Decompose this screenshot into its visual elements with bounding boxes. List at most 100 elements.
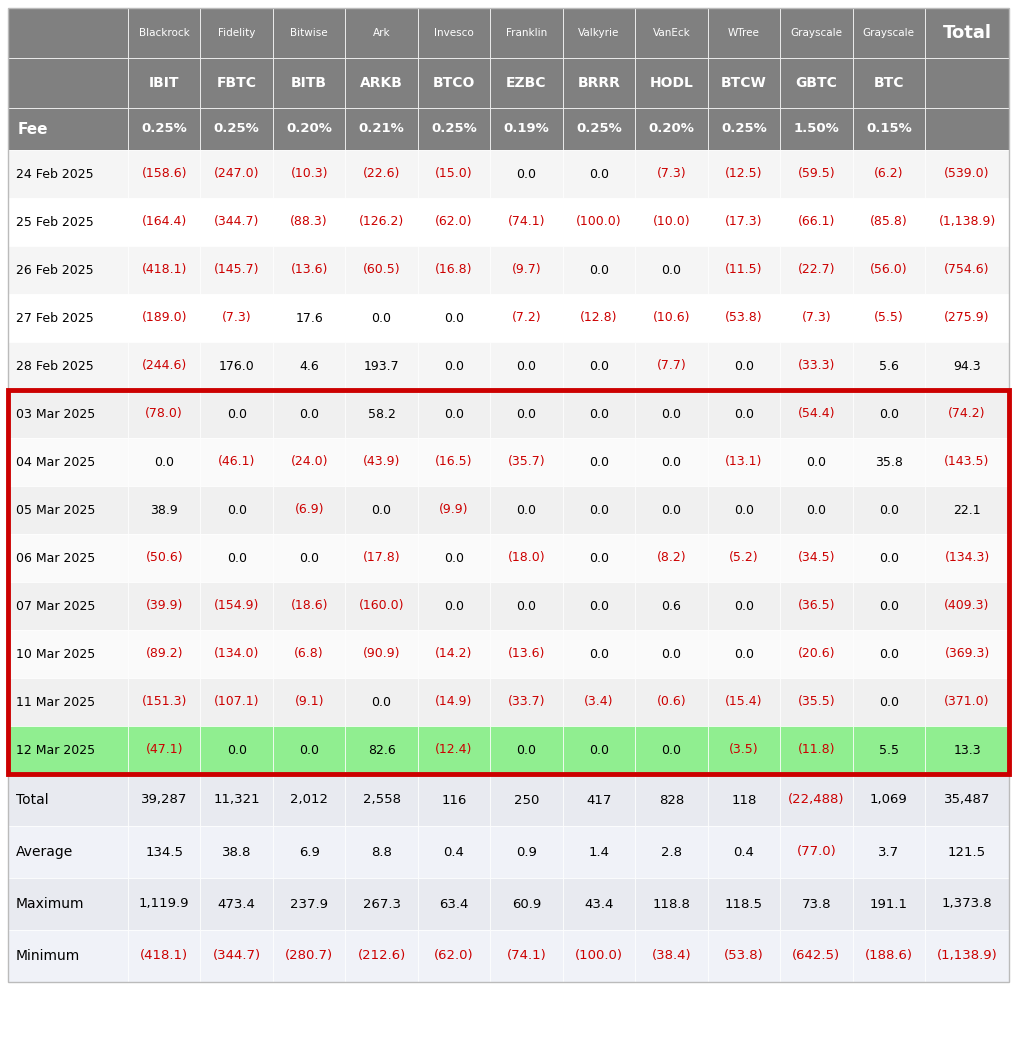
Bar [418,246,490,294]
Bar [852,438,925,486]
Text: 0.0: 0.0 [661,744,681,756]
Bar [852,150,925,198]
Text: (62.0): (62.0) [435,216,473,228]
Bar [418,390,490,438]
Text: (22.6): (22.6) [363,168,401,180]
Text: (15.4): (15.4) [725,695,763,709]
Text: 63.4: 63.4 [439,897,469,911]
Bar [490,390,562,438]
Bar [490,246,562,294]
Bar [490,58,562,108]
Bar [925,8,1009,58]
Bar [925,630,1009,678]
Bar [925,246,1009,294]
Bar [708,246,780,294]
Text: 2.8: 2.8 [661,845,682,859]
Text: 38.9: 38.9 [151,503,178,517]
Text: 0.0: 0.0 [444,359,464,372]
Text: (7.2): (7.2) [512,312,541,324]
Bar [273,438,346,486]
Text: BTCW: BTCW [721,76,767,90]
Bar [200,931,273,982]
Text: (60.5): (60.5) [363,264,401,276]
Text: 1,373.8: 1,373.8 [942,897,993,911]
Text: (539.0): (539.0) [944,168,990,180]
Text: 05 Mar 2025: 05 Mar 2025 [16,503,96,517]
Bar [346,342,418,390]
Text: 250: 250 [514,794,539,807]
Text: (14.2): (14.2) [435,647,473,661]
Bar [708,294,780,342]
Bar [636,8,708,58]
Text: 0.0: 0.0 [444,599,464,613]
Text: 82.6: 82.6 [368,744,396,756]
Text: 0.0: 0.0 [879,647,899,661]
Bar [562,534,636,582]
Bar [128,630,200,678]
Bar [925,438,1009,486]
Bar [562,150,636,198]
Text: (143.5): (143.5) [945,455,990,469]
Bar [8,438,128,486]
Text: 3.7: 3.7 [879,845,899,859]
Bar [200,774,273,826]
Text: (145.7): (145.7) [214,264,259,276]
Bar [200,726,273,774]
Bar [418,8,490,58]
Text: 0.0: 0.0 [589,168,609,180]
Bar [490,774,562,826]
Text: GBTC: GBTC [795,76,837,90]
Text: (247.0): (247.0) [214,168,259,180]
Bar [852,774,925,826]
Bar [200,678,273,726]
Bar [708,931,780,982]
Text: (3.5): (3.5) [729,744,759,756]
Text: 116: 116 [441,794,467,807]
Text: (5.2): (5.2) [729,551,759,565]
Bar [852,294,925,342]
Text: 0.0: 0.0 [661,407,681,421]
Text: (34.5): (34.5) [797,551,835,565]
Bar [636,294,708,342]
Text: 0.25%: 0.25% [141,123,187,135]
Bar [852,390,925,438]
Bar [780,150,852,198]
Text: 0.0: 0.0 [299,551,319,565]
Text: (89.2): (89.2) [145,647,183,661]
Bar [273,486,346,534]
Text: 0.25%: 0.25% [721,123,767,135]
Text: Average: Average [16,845,73,859]
Text: 5.6: 5.6 [879,359,899,372]
Text: (53.8): (53.8) [724,949,764,963]
Text: (74.2): (74.2) [948,407,985,421]
Bar [562,826,636,878]
Bar [128,774,200,826]
Bar [273,582,346,630]
Bar [562,58,636,108]
Text: (344.7): (344.7) [214,216,259,228]
Bar [418,774,490,826]
Text: 0.15%: 0.15% [865,123,911,135]
Text: 473.4: 473.4 [218,897,255,911]
Bar [128,582,200,630]
Text: 0.0: 0.0 [589,264,609,276]
Bar [636,342,708,390]
Bar [562,294,636,342]
Text: 5.5: 5.5 [879,744,899,756]
Bar [128,726,200,774]
Text: (53.8): (53.8) [725,312,763,324]
Bar [852,342,925,390]
Bar [780,294,852,342]
Bar [852,678,925,726]
Text: (38.4): (38.4) [652,949,692,963]
Text: 0.0: 0.0 [227,503,247,517]
Text: (88.3): (88.3) [290,216,327,228]
Bar [8,390,128,438]
Bar [418,534,490,582]
Bar [273,108,346,150]
Text: (9.7): (9.7) [512,264,541,276]
Text: (13.1): (13.1) [725,455,763,469]
Text: (6.9): (6.9) [294,503,323,517]
Text: BTCO: BTCO [433,76,475,90]
Bar [708,826,780,878]
